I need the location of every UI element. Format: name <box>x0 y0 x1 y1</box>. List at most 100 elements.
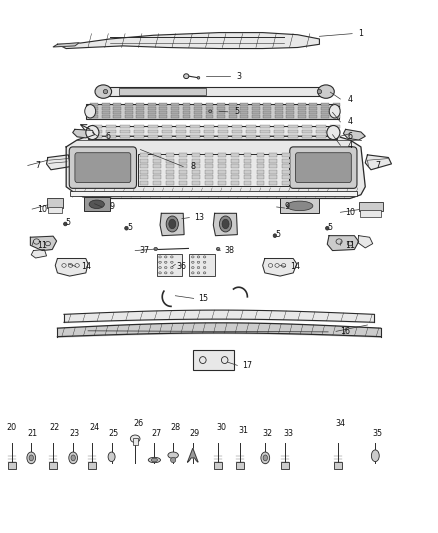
Bar <box>229 103 237 106</box>
Text: 38: 38 <box>225 246 235 255</box>
Bar <box>332 111 340 114</box>
Ellipse shape <box>197 256 200 258</box>
Bar <box>70 191 357 196</box>
Bar <box>229 111 237 114</box>
Bar <box>102 115 110 118</box>
Bar <box>309 103 317 106</box>
Text: 9: 9 <box>284 203 289 212</box>
Ellipse shape <box>371 450 379 462</box>
Polygon shape <box>343 130 365 140</box>
Text: 4: 4 <box>347 94 353 103</box>
Bar <box>232 135 242 138</box>
Ellipse shape <box>170 266 173 269</box>
Bar <box>244 154 251 157</box>
Bar <box>159 107 167 110</box>
Bar <box>321 103 329 106</box>
Bar <box>171 103 179 106</box>
Text: 29: 29 <box>190 429 200 438</box>
Bar <box>90 111 98 114</box>
Text: 33: 33 <box>284 429 294 438</box>
Bar <box>92 125 102 128</box>
Ellipse shape <box>170 457 176 463</box>
Text: 34: 34 <box>336 419 346 428</box>
Bar <box>177 125 186 128</box>
Bar <box>141 164 148 168</box>
Polygon shape <box>46 155 71 169</box>
Bar <box>330 130 340 133</box>
Bar <box>159 115 167 118</box>
Ellipse shape <box>318 85 334 98</box>
Bar <box>321 107 329 110</box>
Bar <box>283 164 290 168</box>
Bar <box>252 111 260 114</box>
Text: 5: 5 <box>66 219 71 228</box>
Bar <box>275 107 283 110</box>
Bar <box>86 104 339 119</box>
Ellipse shape <box>197 272 200 274</box>
Bar <box>280 198 319 213</box>
Bar <box>302 125 312 128</box>
Text: 7: 7 <box>35 161 40 170</box>
Ellipse shape <box>203 266 206 269</box>
Text: 32: 32 <box>263 429 273 438</box>
Ellipse shape <box>191 266 194 269</box>
Ellipse shape <box>154 247 157 251</box>
Bar <box>119 88 206 95</box>
Bar <box>106 135 116 138</box>
Bar <box>334 462 342 469</box>
Text: 14: 14 <box>290 262 300 271</box>
Bar <box>153 175 161 179</box>
Bar <box>90 115 98 118</box>
Bar <box>257 159 265 163</box>
Bar <box>217 115 225 118</box>
Text: 17: 17 <box>242 361 252 370</box>
FancyBboxPatch shape <box>295 153 351 182</box>
Ellipse shape <box>325 227 329 230</box>
Bar <box>244 164 251 168</box>
Bar <box>283 181 290 184</box>
Bar <box>283 175 290 179</box>
Ellipse shape <box>166 216 178 232</box>
Bar <box>298 107 306 110</box>
Bar <box>214 462 222 469</box>
Text: 22: 22 <box>49 423 60 432</box>
Bar <box>332 103 340 106</box>
Text: 5: 5 <box>234 107 239 116</box>
Bar <box>218 164 226 168</box>
Bar <box>153 181 161 184</box>
Bar <box>240 115 248 118</box>
Bar <box>244 170 251 174</box>
Bar <box>205 130 214 133</box>
Text: 24: 24 <box>89 423 99 432</box>
Ellipse shape <box>191 261 194 263</box>
Bar <box>231 181 239 184</box>
Text: 8: 8 <box>190 162 195 171</box>
Bar <box>217 107 225 110</box>
Bar <box>141 154 148 157</box>
Bar <box>231 170 239 174</box>
Bar <box>236 462 244 469</box>
Bar <box>240 103 248 106</box>
Bar <box>302 135 312 138</box>
Bar <box>263 103 271 106</box>
Ellipse shape <box>86 125 99 140</box>
Text: 6: 6 <box>105 132 110 141</box>
Bar <box>205 175 213 179</box>
Bar <box>309 115 317 118</box>
Text: 15: 15 <box>199 294 209 303</box>
Bar <box>218 154 226 157</box>
Polygon shape <box>263 259 297 276</box>
Ellipse shape <box>197 76 200 79</box>
Text: 16: 16 <box>341 327 350 336</box>
Ellipse shape <box>95 85 112 98</box>
Bar <box>240 107 248 110</box>
Bar <box>153 164 161 168</box>
Bar <box>219 125 228 128</box>
Text: 30: 30 <box>216 423 226 432</box>
Ellipse shape <box>219 216 232 232</box>
Bar <box>125 103 133 106</box>
Bar <box>257 170 265 174</box>
Bar <box>316 130 326 133</box>
Bar <box>125 111 133 114</box>
Bar <box>205 103 213 106</box>
